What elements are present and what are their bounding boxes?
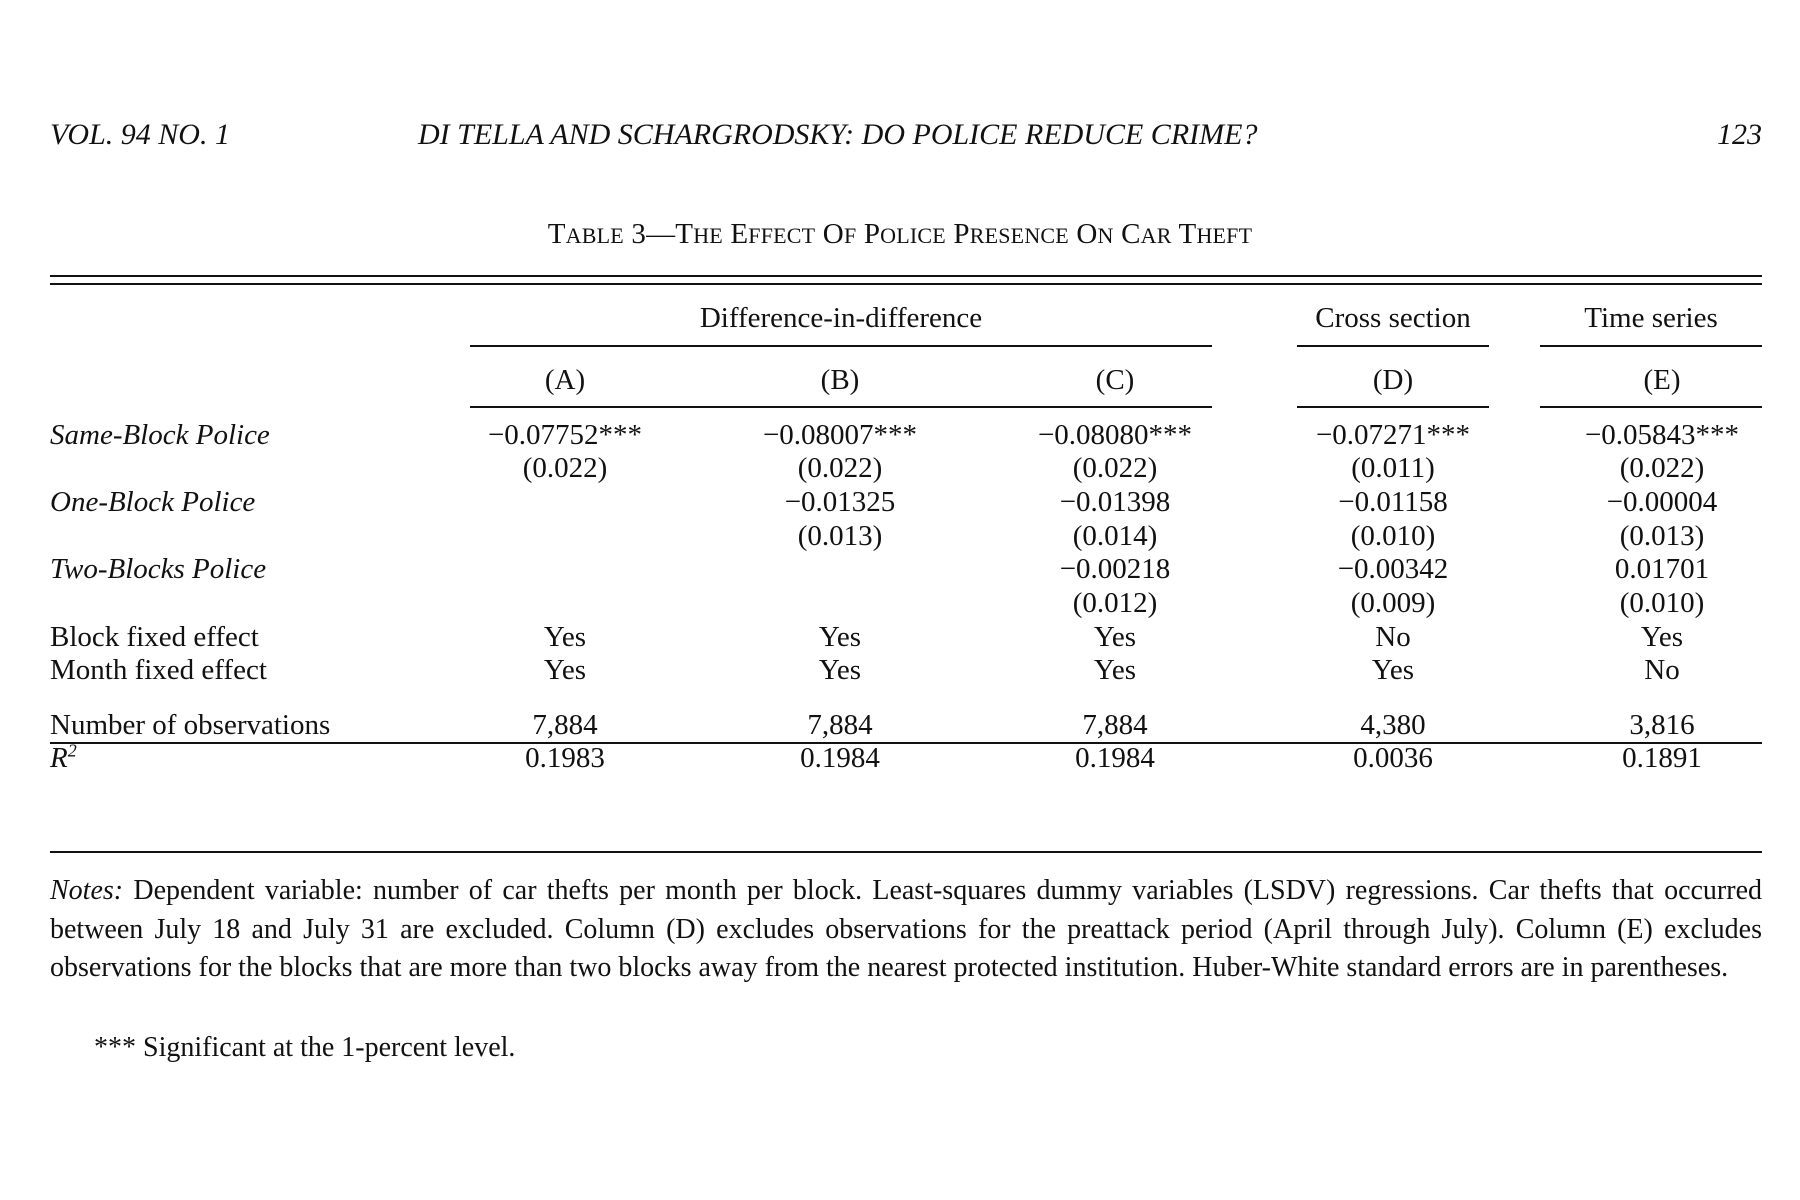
table-cell: (0.022)	[1072, 452, 1158, 484]
group-rule-did	[470, 345, 1212, 347]
table-cell: −0.01325	[784, 486, 896, 518]
table-cell: Yes	[543, 654, 587, 686]
table-cell: −0.07271***	[1315, 419, 1471, 451]
column-header-a: (A)	[544, 364, 586, 396]
table-top-rule-1	[50, 275, 1762, 277]
stat-cell: 4,380	[1360, 709, 1426, 741]
table-cell: (0.011)	[1351, 452, 1435, 484]
page-number: 123	[1717, 118, 1762, 151]
table-cell: −0.07752***	[487, 419, 643, 451]
column-header-d: (D)	[1372, 364, 1414, 396]
table-top-rule-2	[50, 283, 1762, 285]
table-cell: −0.00342	[1337, 553, 1449, 585]
table-cell: (0.010)	[1619, 587, 1705, 619]
table-cell: 0.01701	[1614, 553, 1710, 585]
row-label: Month fixed effect	[50, 654, 267, 686]
group-header-time-series: Time series	[1584, 302, 1718, 334]
table-cell: −0.01398	[1059, 486, 1171, 518]
significance-footnote: *** Significant at the 1-percent level.	[94, 1032, 516, 1063]
table-notes: Notes: Dependent variable: number of car…	[50, 872, 1762, 988]
table-cell: No	[1644, 654, 1680, 686]
table-cell: −0.01158	[1338, 486, 1448, 518]
column-header-e: (E)	[1643, 364, 1681, 396]
stat-cell: 0.0036	[1353, 742, 1433, 774]
table-cell: Yes	[1371, 654, 1415, 686]
stat-label: Number of observations	[50, 709, 331, 741]
column-header-rule-left	[470, 406, 1212, 408]
table-cell: Yes	[818, 654, 862, 686]
table-cell: (0.022)	[797, 452, 883, 484]
table-cell: −0.08080***	[1037, 419, 1193, 451]
column-header-rule-e	[1540, 406, 1762, 408]
table-title: TABLE 3—THE EFFECT OF POLICE PRESENCE ON…	[547, 218, 1253, 250]
notes-label: Notes:	[50, 875, 124, 906]
table-cell: (0.022)	[522, 452, 608, 484]
stat-cell: 0.1984	[800, 742, 880, 774]
column-header-rule-d	[1297, 406, 1489, 408]
stat-cell: 0.1984	[1075, 742, 1155, 774]
row-label: Two-Blocks Police	[50, 553, 267, 585]
table-cell: (0.012)	[1072, 587, 1158, 619]
table-cell: (0.010)	[1350, 520, 1436, 552]
table-cell: (0.014)	[1072, 520, 1158, 552]
running-head: VOL. 94 NO. 1 DI TELLA AND SCHARGRODSKY:…	[50, 118, 1762, 158]
row-label: Same-Block Police	[50, 419, 270, 451]
stat-cell: 7,884	[807, 709, 873, 741]
group-header-did: Difference-in-difference	[699, 302, 983, 334]
column-header-c: (C)	[1095, 364, 1135, 396]
stat-cell: 7,884	[1082, 709, 1148, 741]
table-cell: (0.013)	[797, 520, 883, 552]
table-cell: Yes	[1093, 621, 1137, 653]
group-header-cross-section: Cross section	[1315, 302, 1471, 334]
notes-text: Dependent variable: number of car thefts…	[50, 875, 1762, 983]
group-rule-cross-section	[1297, 345, 1489, 347]
table-bottom-rule	[50, 851, 1762, 853]
table-cell: No	[1375, 621, 1411, 653]
journal-volume: VOL. 94 NO. 1	[50, 118, 230, 151]
table-cell: Yes	[543, 621, 587, 653]
group-rule-time-series	[1540, 345, 1762, 347]
table-cell: (0.022)	[1619, 452, 1705, 484]
stat-cell: 0.1983	[525, 742, 605, 774]
table-cell: −0.00004	[1606, 486, 1718, 518]
table-cell: −0.00218	[1059, 553, 1171, 585]
stat-cell: 0.1891	[1622, 742, 1702, 774]
table-cell: Yes	[818, 621, 862, 653]
stat-label: R2	[50, 740, 77, 774]
table-cell: (0.013)	[1619, 520, 1705, 552]
row-label: One-Block Police	[50, 486, 256, 518]
stat-cell: 3,816	[1629, 709, 1695, 741]
table-cell: −0.08007***	[762, 419, 918, 451]
row-label: Block fixed effect	[50, 621, 259, 653]
article-running-title: DI TELLA AND SCHARGRODSKY: DO POLICE RED…	[418, 118, 1258, 151]
stats-separator-rule	[50, 742, 1762, 744]
column-header-b: (B)	[820, 364, 860, 396]
table-cell: Yes	[1640, 621, 1684, 653]
stat-cell: 7,884	[532, 709, 598, 741]
table-cell: −0.05843***	[1584, 419, 1740, 451]
table-cell: (0.009)	[1350, 587, 1436, 619]
table-cell: Yes	[1093, 654, 1137, 686]
